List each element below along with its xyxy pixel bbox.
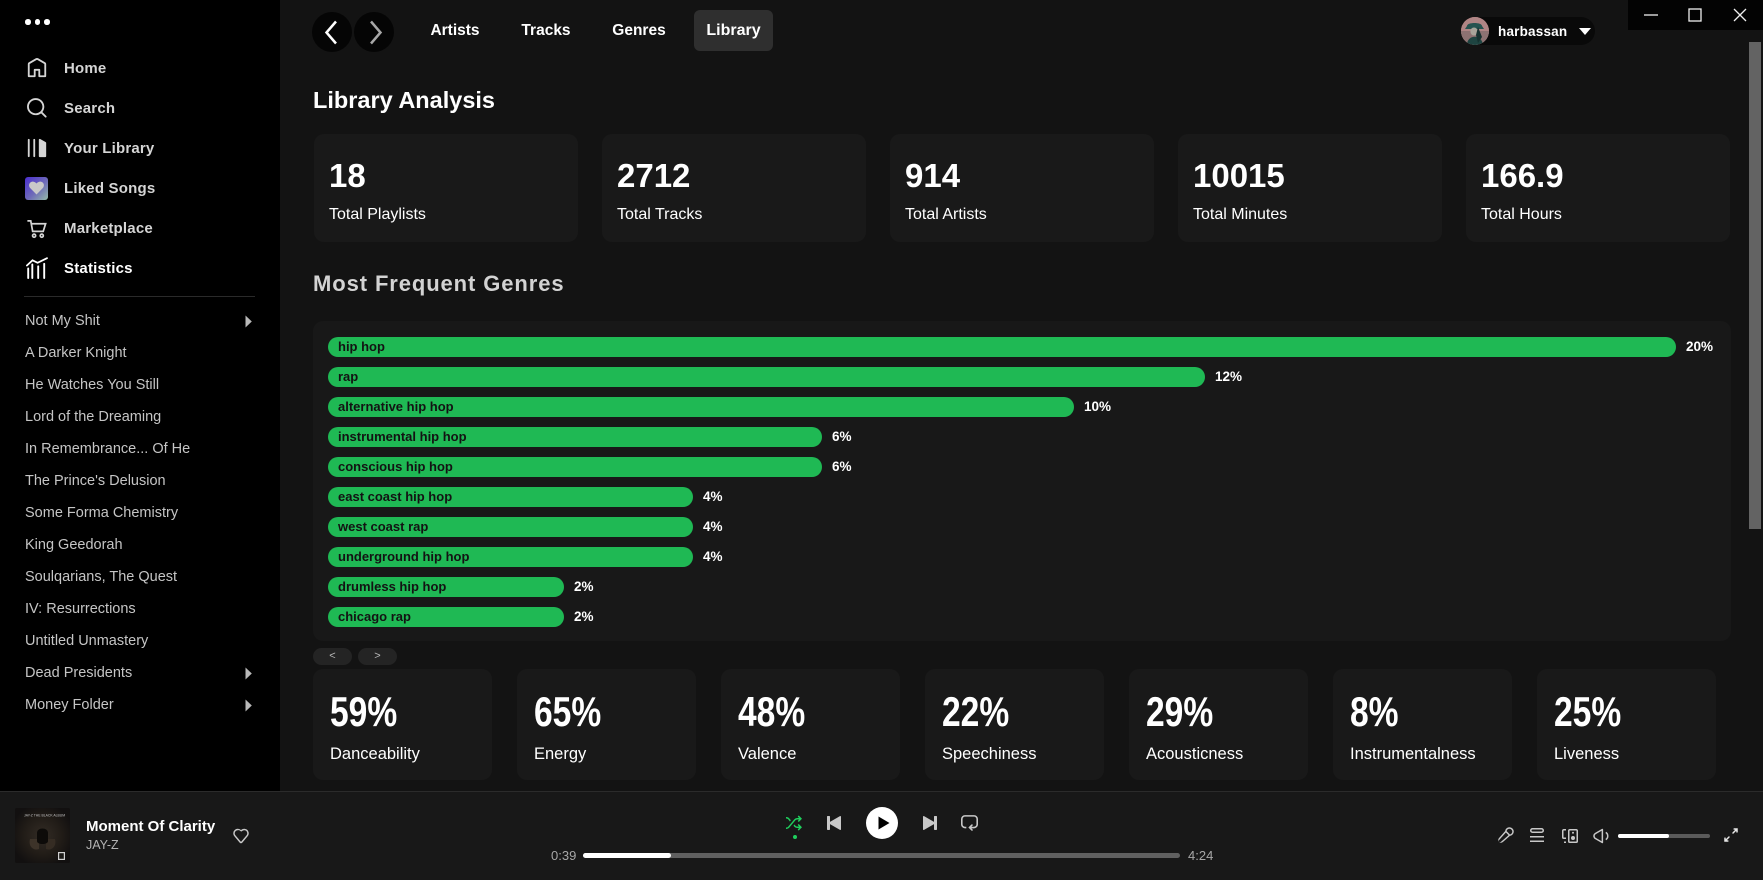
svg-text:JAY-Z THE BLACK ALBUM: JAY-Z THE BLACK ALBUM	[24, 814, 65, 818]
